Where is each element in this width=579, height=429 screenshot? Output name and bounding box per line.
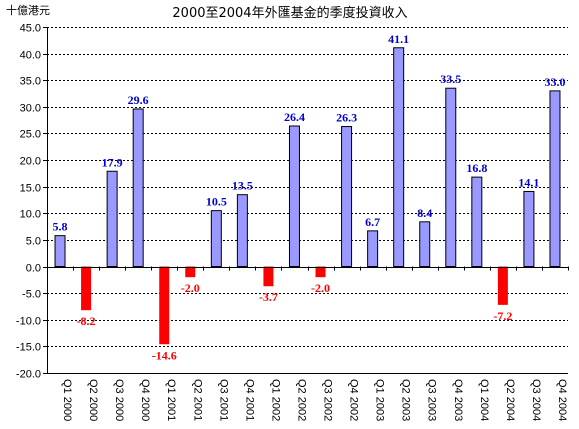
bar	[315, 266, 326, 278]
x-tick-label: Q3 2002	[322, 379, 334, 421]
x-tick-label: Q2 2002	[295, 379, 307, 421]
y-tick-label: 0.0	[26, 263, 41, 275]
data-label: 26.4	[284, 110, 305, 124]
data-label: -3.7	[259, 290, 278, 304]
x-tick-label: Q4 2002	[348, 379, 360, 421]
gridlines	[47, 27, 568, 347]
x-tick-label: Q4 2004	[556, 379, 568, 421]
data-label: 14.1	[518, 175, 539, 189]
x-tick-label: Q3 2004	[530, 379, 542, 421]
x-tick-label: Q1 2001	[165, 379, 177, 421]
data-label: 26.3	[336, 111, 357, 125]
bar	[497, 266, 508, 305]
x-axis: Q1 2000 Q2 2000 Q3 2000 Q4 2000 Q1 2001 Q2 20…	[47, 266, 569, 421]
x-tick-label: Q4 2003	[452, 379, 464, 421]
unit-label: 十億港元	[6, 3, 50, 17]
data-label: -14.6	[152, 348, 177, 362]
y-tick-label: -10.0	[16, 316, 41, 328]
chart-title: 2000至2004年外匯基金的季度投資收入	[172, 5, 407, 21]
x-tick-label: Q4 2000	[139, 379, 151, 421]
data-label: 33.5	[440, 72, 461, 86]
bar	[185, 266, 196, 278]
data-label: 33.0	[544, 75, 565, 89]
data-label: 10.5	[206, 195, 227, 209]
x-tick-label: Q2 2001	[191, 379, 203, 421]
data-label: 8.4	[417, 206, 432, 220]
bar	[159, 266, 170, 345]
x-tick-label: Q2 2004	[504, 379, 516, 421]
data-label: 41.1	[388, 32, 409, 46]
bar	[288, 125, 300, 268]
x-tick-label: Q2 2000	[87, 379, 99, 421]
y-tick-label: 10.0	[20, 209, 41, 221]
x-tick-label: Q2 2003	[400, 379, 412, 421]
x-tick-label: Q1 2004	[478, 379, 490, 421]
bar	[263, 266, 274, 287]
y-tick-label: -5.0	[22, 289, 41, 301]
y-tick-label: 40.0	[20, 50, 41, 62]
bars	[54, 47, 561, 345]
data-label: -8.2	[77, 314, 96, 328]
data-label: -2.0	[311, 281, 330, 295]
bar	[419, 221, 431, 268]
bar	[471, 176, 483, 268]
y-tick-label: -15.0	[16, 342, 41, 354]
bar	[132, 108, 144, 268]
y-tick-label: 25.0	[20, 129, 41, 141]
x-tick-label: Q3 2003	[426, 379, 438, 421]
data-label: -2.0	[181, 281, 200, 295]
data-label: 29.6	[128, 93, 149, 107]
y-tick-label: 45.0	[20, 23, 41, 35]
data-label: 13.5	[232, 179, 253, 193]
y-tick-label: 5.0	[26, 236, 41, 248]
x-tick-label: Q1 2002	[269, 379, 281, 421]
y-tick-label: -20.0	[16, 369, 41, 381]
y-axis: 45.0 40.0 35.0 30.0 25.0 20.0 15.0 10.0 5.0 0.0 -5…	[16, 23, 568, 381]
x-tick-label: Q1 2000	[61, 379, 73, 421]
bar	[54, 235, 66, 268]
bar	[367, 230, 379, 268]
x-tick-label: Q1 2003	[374, 379, 386, 421]
bar	[81, 266, 92, 311]
data-label: 5.8	[53, 220, 68, 234]
x-tick-label: Q4 2001	[243, 379, 255, 421]
x-tick-label: Q3 2000	[113, 379, 125, 421]
y-tick-label: 15.0	[20, 183, 41, 195]
data-label: 16.8	[466, 161, 487, 175]
bar	[236, 194, 248, 268]
data-label: -7.2	[493, 309, 512, 323]
bar	[341, 126, 353, 268]
data-labels: 5.8 -8.2 17.9 29.6 -14.6 -2.0 10.5 13.5 -3.7 26.4…	[53, 32, 566, 362]
x-tick-label: Q3 2001	[217, 379, 229, 421]
bar	[523, 190, 535, 268]
bar	[445, 87, 457, 268]
bar	[106, 170, 118, 268]
y-tick-label: 30.0	[20, 103, 41, 115]
y-tick-label: 20.0	[20, 156, 41, 168]
bar	[393, 47, 405, 268]
data-label: 6.7	[365, 215, 380, 229]
bar	[549, 90, 561, 268]
bar	[210, 210, 222, 268]
data-label: 17.9	[102, 155, 123, 169]
y-tick-label: 35.0	[20, 76, 41, 88]
